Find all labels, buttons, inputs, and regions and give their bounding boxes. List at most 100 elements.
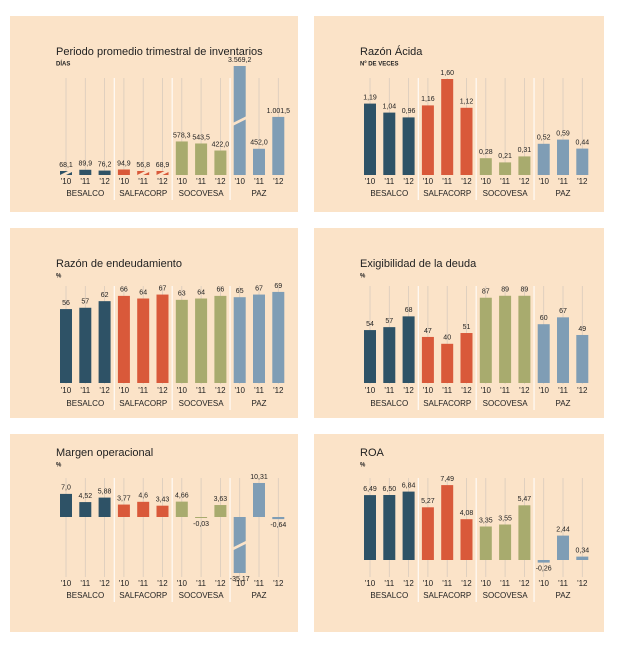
chart-subtitle: % bbox=[56, 463, 62, 469]
value-label: 7,0 bbox=[61, 485, 71, 492]
value-label: 3,43 bbox=[156, 497, 170, 504]
value-label: 4,52 bbox=[78, 493, 92, 500]
bar bbox=[441, 485, 454, 560]
x-tick-label: '10 bbox=[119, 579, 130, 588]
bar bbox=[79, 502, 92, 517]
x-tick-label: '10 bbox=[365, 177, 376, 186]
group-label: SALFACORP bbox=[423, 399, 471, 408]
x-tick-label: '12 bbox=[157, 177, 168, 186]
x-tick-label: '11 bbox=[500, 579, 510, 588]
bar bbox=[272, 116, 285, 175]
x-tick-label: '11 bbox=[138, 386, 148, 395]
x-tick-label: '10 bbox=[177, 177, 188, 186]
x-tick-label: '11 bbox=[442, 177, 452, 186]
value-label: 3,35 bbox=[479, 517, 493, 524]
value-label: 5,88 bbox=[98, 488, 112, 495]
bar bbox=[576, 556, 589, 560]
x-tick-label: '11 bbox=[196, 177, 206, 186]
chart-title: ROA bbox=[360, 447, 385, 459]
bar bbox=[60, 493, 72, 517]
x-tick-label: '11 bbox=[80, 579, 90, 588]
chart-subtitle: % bbox=[360, 463, 366, 469]
bar bbox=[557, 139, 569, 175]
x-tick-label: '12 bbox=[99, 177, 110, 186]
value-label: 66 bbox=[120, 287, 128, 294]
value-label: 64 bbox=[139, 289, 147, 296]
x-tick-label: '12 bbox=[273, 177, 284, 186]
bar bbox=[195, 143, 208, 175]
bar bbox=[441, 79, 454, 175]
value-label: 51 bbox=[463, 324, 471, 331]
x-tick-label: '12 bbox=[403, 177, 414, 186]
bar bbox=[60, 309, 72, 383]
bar bbox=[441, 343, 454, 383]
x-tick-label: '10 bbox=[61, 386, 72, 395]
x-tick-label: '10 bbox=[234, 386, 245, 395]
x-tick-label: '10 bbox=[61, 177, 72, 186]
bar bbox=[518, 505, 531, 560]
bar bbox=[117, 504, 130, 517]
group-label: SOCOVESA bbox=[179, 399, 225, 408]
value-label: 89,9 bbox=[78, 161, 92, 168]
value-label: 0,28 bbox=[479, 149, 493, 156]
value-label: 7,49 bbox=[440, 476, 454, 483]
group-label: PAZ bbox=[556, 189, 571, 198]
value-label: 66 bbox=[217, 287, 225, 294]
value-label: 6,50 bbox=[382, 486, 396, 493]
value-label: 5,47 bbox=[518, 496, 532, 503]
x-tick-label: '12 bbox=[461, 177, 472, 186]
bar bbox=[499, 524, 512, 560]
x-tick-label: '10 bbox=[177, 579, 188, 588]
x-tick-label: '10 bbox=[234, 177, 245, 186]
x-tick-label: '10 bbox=[177, 386, 188, 395]
x-tick-label: '11 bbox=[500, 386, 510, 395]
bar bbox=[402, 316, 415, 383]
value-label: 0,44 bbox=[575, 139, 589, 146]
x-tick-label: '11 bbox=[80, 177, 90, 186]
x-tick-label: '10 bbox=[481, 386, 492, 395]
bar bbox=[479, 526, 492, 560]
bar bbox=[499, 162, 512, 175]
chart-subtitle: % bbox=[56, 274, 62, 280]
bar bbox=[479, 297, 492, 383]
group-label: SALFACORP bbox=[119, 399, 167, 408]
bar bbox=[175, 141, 188, 175]
bar bbox=[233, 297, 246, 383]
bar bbox=[214, 505, 227, 517]
value-label: 0,21 bbox=[498, 153, 512, 160]
value-label: -0,03 bbox=[193, 521, 209, 528]
x-tick-label: '12 bbox=[519, 386, 530, 395]
x-tick-label: '11 bbox=[500, 177, 510, 186]
bar bbox=[253, 482, 265, 517]
chart-title: Periodo promedio trimestral de inventari… bbox=[56, 46, 263, 58]
value-label: 3,63 bbox=[214, 496, 228, 503]
x-tick-label: '11 bbox=[138, 579, 148, 588]
value-label: 5,27 bbox=[421, 498, 435, 505]
value-label: 0,96 bbox=[402, 108, 416, 115]
bar bbox=[499, 295, 512, 383]
value-label: 40 bbox=[443, 335, 451, 342]
x-tick-label: '12 bbox=[273, 579, 284, 588]
value-label: 57 bbox=[81, 299, 89, 306]
x-tick-label: '11 bbox=[254, 177, 264, 186]
bar bbox=[117, 169, 130, 175]
x-tick-label: '12 bbox=[577, 177, 588, 186]
value-label: 47 bbox=[424, 328, 432, 335]
x-tick-label: '11 bbox=[254, 579, 264, 588]
x-tick-label: '11 bbox=[196, 386, 206, 395]
value-label: 3.569,2 bbox=[228, 57, 251, 64]
bar bbox=[272, 517, 285, 520]
bar bbox=[214, 150, 227, 175]
value-label: 54 bbox=[366, 321, 374, 328]
x-tick-label: '12 bbox=[577, 579, 588, 588]
x-tick-label: '10 bbox=[481, 579, 492, 588]
bar bbox=[537, 143, 550, 175]
bar bbox=[175, 299, 188, 383]
bar bbox=[402, 491, 415, 560]
value-label: 68,1 bbox=[59, 162, 73, 169]
x-tick-label: '11 bbox=[384, 386, 394, 395]
value-label: -35,17 bbox=[230, 576, 250, 583]
x-tick-label: '12 bbox=[157, 579, 168, 588]
x-tick-label: '11 bbox=[384, 177, 394, 186]
